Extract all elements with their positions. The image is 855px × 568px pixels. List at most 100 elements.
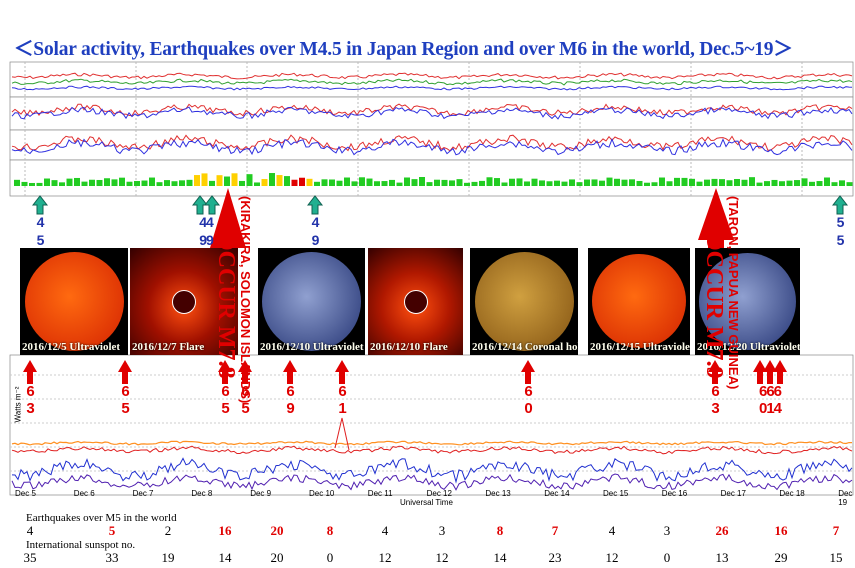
panel [9,129,854,161]
kp-bar [119,177,125,186]
kp-bar [66,178,73,186]
green-arrow-top: 44 [199,214,214,230]
kp-bar [126,181,133,186]
red-arrow [773,360,787,384]
kp-bar [516,178,523,186]
kp-bar [524,181,530,186]
date-label: Dec 14 [544,489,570,498]
kp-bar [741,179,748,186]
kp-bar [81,181,88,186]
kp-bar [441,179,448,186]
trace [11,106,853,120]
kp-bar [681,177,688,186]
kp-bar [74,177,80,186]
kp-bar [591,179,598,186]
trace [11,72,853,80]
kp-bar [554,180,560,186]
kp-bar [666,181,673,186]
cell: 0 [663,550,671,565]
cell: 7 [832,523,840,538]
red-arrow-bottom: 5 [121,400,129,417]
image-caption: 2016/12/14 Coronal hole [472,341,578,353]
kp-bar [824,177,830,186]
date-label: Dec 11 [367,489,393,498]
kp-bar [831,182,838,186]
kp-bar [464,182,470,186]
green-arrow-bottom: 99 [199,232,214,248]
kp-bar [509,178,515,186]
red-arrow-top: 6 [221,383,229,400]
kp-bar [531,178,538,186]
kp-bar [779,181,785,186]
image-caption: 2016/12/5 Ultraviolet [22,341,121,353]
kp-bar [651,182,658,186]
kp-bar [209,180,215,186]
kp-bar [381,181,388,186]
quake-place: (TARON, PAPUA NEW GUINEA) [726,196,741,390]
kp-bar [29,182,35,186]
kp-bar [606,177,613,186]
red-arrow-top: 6 [241,383,249,400]
trace [11,473,853,491]
kp-bar [756,182,763,186]
kp-bar [696,181,703,186]
trace [11,445,853,455]
date-label: Dec 18 [779,489,805,498]
cell: 16 [774,523,788,538]
kp-bar [704,179,710,186]
green-arrow-bottom: 5 [836,232,845,248]
red-arrow-bottom: 5 [221,400,229,417]
kp-bar [141,180,148,186]
row-label: Earthquakes over M5 in the world [26,512,177,524]
kp-bar [629,179,635,186]
kp-bar [801,178,808,186]
kp-bar [539,180,545,186]
date-label: Dec 6 [73,489,95,498]
cell: 12 [378,550,392,565]
x-axis-label: Universal Time [400,498,453,507]
cell: 7 [551,523,559,538]
cell: 8 [496,523,504,538]
image-caption: 2016/12/10 Ultraviolet [260,341,364,353]
cell: 13 [715,550,729,565]
coronagraph-disk [403,290,428,314]
red-arrow-top: 6 [26,383,34,400]
sun-disk [24,251,124,351]
cell: 3 [438,523,446,538]
red-arrow-top: 6 [121,383,129,400]
sun-disk [592,254,686,348]
image-caption: 2016/12/10 Flare [370,341,448,353]
kp-bar [569,179,575,186]
date-label: Dec 13 [485,489,511,498]
kp-bar [374,181,380,186]
red-arrow-top: 666 [758,383,782,400]
kp-bar [771,179,778,186]
solar-image: 2016/12/10 Flare [368,248,463,355]
cell: 3 [663,523,671,538]
kp-bar [104,178,110,186]
cell: 23 [548,550,562,565]
flare-spike [334,417,350,451]
cell: 4 [26,523,34,538]
green-arrow [306,195,324,215]
image-caption: 2016/12/7 Flare [132,341,205,353]
cell: 16 [218,523,232,538]
red-arrow-top: 6 [711,383,719,400]
red-arrow-bottom: 9 [286,400,294,417]
cell: 12 [435,550,449,565]
kp-bar [411,179,418,186]
red-arrow-top: 6 [338,383,346,400]
red-arrow-bottom: 1 [338,400,346,417]
red-arrow-bottom: 3 [711,400,719,417]
date-label: Dec 17 [720,489,746,498]
kp-bar [839,180,845,186]
date-label: Dec 7 [132,489,154,498]
kp-bar [239,180,245,186]
kp-bar [336,180,343,186]
panel [9,61,854,98]
cell: 20 [270,550,284,565]
kp-bar [134,181,140,186]
kp-bar [44,178,50,186]
cell: 35 [23,550,37,565]
